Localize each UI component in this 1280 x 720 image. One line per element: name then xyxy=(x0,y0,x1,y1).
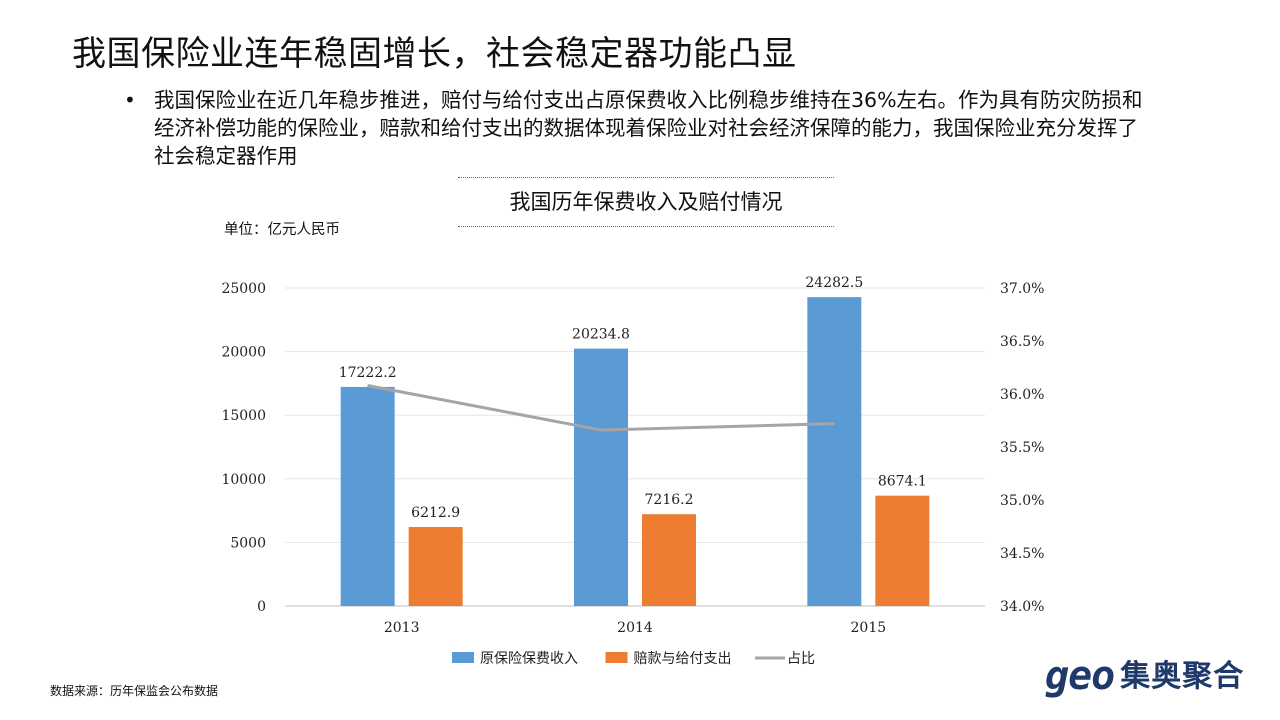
chart-title: 我国历年保费收入及赔付情况 xyxy=(458,177,834,227)
y-left-tick-label: 5000 xyxy=(230,535,266,551)
bar xyxy=(574,348,628,606)
logo-wordmark: geo xyxy=(1045,653,1115,699)
y-left-tick-label: 20000 xyxy=(221,345,266,361)
logo-chinese: 集奥聚合 xyxy=(1120,659,1245,694)
bar-data-label: 20234.8 xyxy=(572,327,630,343)
bar-data-label: 6212.9 xyxy=(411,505,460,521)
gridlines xyxy=(285,287,985,607)
legend-label: 原保险保费收入 xyxy=(480,651,578,667)
bar-data-label: 7216.2 xyxy=(645,492,694,508)
bar xyxy=(408,526,463,606)
bar xyxy=(875,495,930,606)
ratio-point xyxy=(833,423,835,425)
legend: 原保险保费收入 赔款与给付支出 占比 xyxy=(452,651,815,667)
y-right-tick-label: 37.0% xyxy=(1000,281,1044,297)
y-left-tick-label: 10000 xyxy=(221,472,266,488)
y-right-tick-label: 35.0% xyxy=(1000,493,1044,509)
unit-label: 单位：亿元人民币 xyxy=(224,222,340,238)
x-tick-label: 2013 xyxy=(384,620,420,636)
y-right-tick-label: 35.5% xyxy=(1000,440,1044,456)
legend-label: 赔款与给付支出 xyxy=(634,651,732,667)
bar xyxy=(807,297,862,606)
bar-data-label: 24282.5 xyxy=(805,275,863,291)
bar-data-label: 17222.2 xyxy=(339,365,397,381)
y-left-tick-label: 0 xyxy=(257,599,266,615)
bar xyxy=(340,386,395,606)
y-right-tick-label: 34.0% xyxy=(1000,599,1044,615)
bullet-text: 我国保险业在近几年稳步推进，赔付与给付支出占原保费收入比例稳步维持在36%左右。… xyxy=(154,88,1143,168)
y-right-tick-label: 34.5% xyxy=(1000,546,1044,562)
legend-label: 占比 xyxy=(787,651,815,667)
bar xyxy=(642,514,696,606)
company-logo: geo 集奥聚合 xyxy=(1045,656,1244,696)
bar-data-label: 8674.1 xyxy=(878,474,927,490)
page-title: 我国保险业连年稳固增长，社会稳定器功能凸显 xyxy=(72,34,797,74)
y-left-tick-label: 15000 xyxy=(221,408,266,424)
legend-swatch xyxy=(452,652,474,663)
x-tick-label: 2015 xyxy=(851,620,887,636)
ratio-point xyxy=(600,429,602,431)
ratio-line xyxy=(367,384,835,432)
data-source: 数据来源：历年保监会公布数据 xyxy=(50,684,219,698)
axes: 0 5000 10000 15000 20000 25000 34.0% 34.5% 35.0%… xyxy=(221,281,1044,636)
bullet-marker: • xyxy=(124,88,136,112)
y-right-tick-label: 36.0% xyxy=(1000,387,1044,403)
data-labels: 17222.2 20234.8 24282.5 6212.9 7216.2 8674.1 xyxy=(339,275,927,521)
legend-swatch xyxy=(605,652,628,663)
bars xyxy=(340,297,930,606)
ratio-point xyxy=(367,385,369,387)
x-tick-label: 2014 xyxy=(617,620,653,636)
y-right-tick-label: 36.5% xyxy=(1000,334,1044,350)
y-left-tick-label: 25000 xyxy=(221,281,266,297)
bullet-point: • 我国保险业在近几年稳步推进，赔付与给付支出占原保费收入比例稳步维持在36%左… xyxy=(124,86,1144,170)
